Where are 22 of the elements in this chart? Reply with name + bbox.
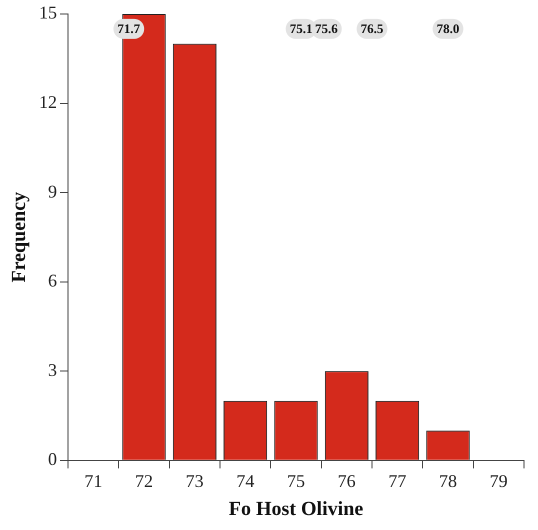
y-tick-label: 3 bbox=[48, 360, 57, 380]
annotation: 75.1 bbox=[290, 21, 312, 36]
annotation: 71.7 bbox=[117, 21, 141, 36]
y-axis-title: Frequency bbox=[8, 192, 30, 283]
x-tick-label: 75 bbox=[287, 470, 305, 491]
x-axis-title: Fo Host Olivine bbox=[228, 498, 364, 520]
x-tick-label: 71 bbox=[84, 470, 102, 491]
x-tick-label: 73 bbox=[186, 470, 204, 491]
x-tick-label: 79 bbox=[490, 470, 508, 491]
x-tick-label: 72 bbox=[135, 470, 153, 491]
y-tick-label: 15 bbox=[39, 2, 57, 23]
y-tick-label: 12 bbox=[39, 92, 57, 112]
x-tick-label: 78 bbox=[439, 470, 457, 491]
x-tick-label: 74 bbox=[236, 470, 254, 491]
annotation: 76.5 bbox=[360, 21, 384, 36]
y-tick-label: 9 bbox=[48, 181, 57, 202]
x-tick-label: 77 bbox=[388, 470, 406, 491]
x-tick-label: 76 bbox=[338, 470, 356, 491]
y-tick-label: 6 bbox=[48, 270, 57, 291]
annotation: 78.0 bbox=[436, 21, 460, 36]
annotation: 75.6 bbox=[315, 21, 338, 36]
y-tick-label: 0 bbox=[48, 449, 57, 470]
